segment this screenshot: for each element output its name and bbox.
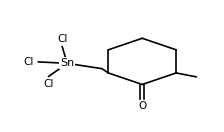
Text: O: O xyxy=(138,101,146,111)
Text: Cl: Cl xyxy=(57,34,68,44)
Text: Sn: Sn xyxy=(60,58,74,68)
Text: Cl: Cl xyxy=(24,57,34,67)
Text: Cl: Cl xyxy=(44,79,54,89)
